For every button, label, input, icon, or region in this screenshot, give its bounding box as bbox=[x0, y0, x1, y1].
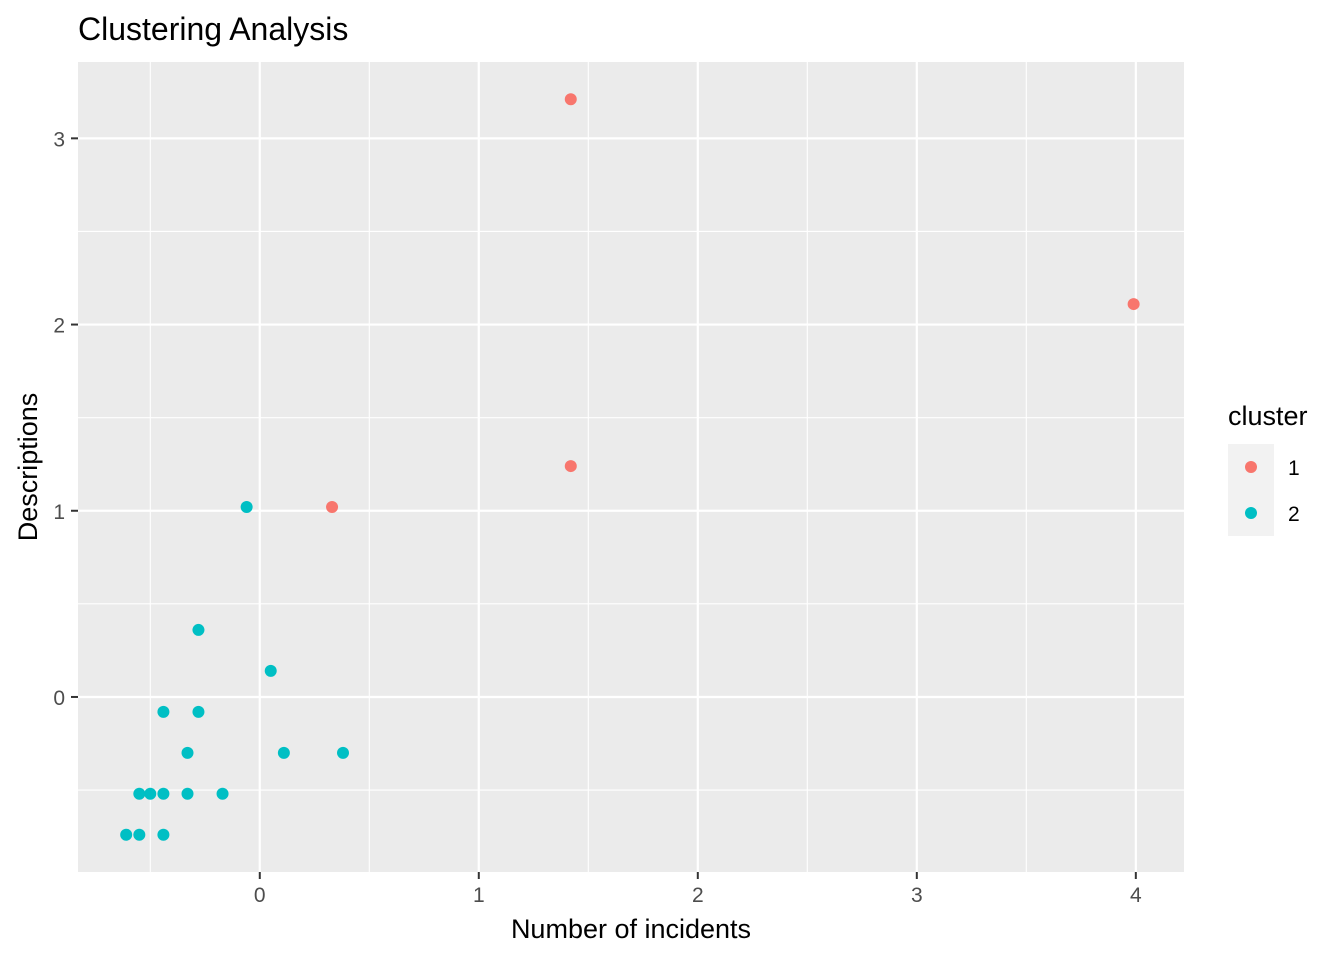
y-tick-label: 0 bbox=[53, 687, 65, 710]
x-tick-label: 4 bbox=[1130, 884, 1142, 907]
x-tick-label: 1 bbox=[473, 884, 485, 907]
data-point-cluster-1 bbox=[326, 501, 339, 514]
x-tick-label: 3 bbox=[911, 884, 923, 907]
data-point-cluster-2 bbox=[181, 787, 194, 800]
y-tick-label: 2 bbox=[53, 315, 65, 338]
legend-key-background bbox=[1228, 444, 1274, 536]
data-point-cluster-2 bbox=[216, 787, 229, 800]
y-tick-label: 1 bbox=[53, 501, 65, 524]
x-axis: 0 1 2 3 4 bbox=[254, 872, 1142, 907]
y-axis-label: Descriptions bbox=[13, 393, 43, 542]
data-point-cluster-2 bbox=[181, 746, 194, 759]
legend: cluster 12 bbox=[1228, 401, 1308, 536]
legend-label-1: 1 bbox=[1288, 457, 1300, 480]
legend-key-1 bbox=[1245, 461, 1257, 473]
legend-label-2: 2 bbox=[1288, 503, 1300, 526]
data-point-cluster-2 bbox=[120, 828, 133, 841]
data-point-cluster-2 bbox=[192, 705, 205, 718]
data-point-cluster-1 bbox=[564, 460, 577, 473]
y-axis: 0 1 2 3 bbox=[53, 128, 78, 710]
x-axis-label: Number of incidents bbox=[511, 914, 751, 944]
grid-minor bbox=[78, 62, 1184, 872]
data-point-cluster-2 bbox=[133, 787, 146, 800]
data-points bbox=[120, 93, 1140, 841]
data-point-cluster-2 bbox=[133, 828, 146, 841]
data-point-cluster-2 bbox=[144, 787, 157, 800]
data-point-cluster-2 bbox=[192, 623, 205, 636]
data-point-cluster-2 bbox=[240, 501, 253, 514]
x-tick-label: 0 bbox=[254, 884, 266, 907]
data-point-cluster-1 bbox=[564, 93, 577, 106]
legend-entries: 12 bbox=[1245, 457, 1300, 526]
x-tick-label: 2 bbox=[692, 884, 704, 907]
data-point-cluster-2 bbox=[264, 664, 277, 677]
plot-panel bbox=[78, 62, 1184, 872]
data-point-cluster-1 bbox=[1127, 298, 1140, 311]
legend-key-2 bbox=[1245, 507, 1257, 519]
legend-title: cluster bbox=[1228, 401, 1308, 431]
y-tick-label: 3 bbox=[53, 128, 65, 151]
data-point-cluster-2 bbox=[157, 705, 170, 718]
grid-major bbox=[78, 62, 1184, 872]
data-point-cluster-2 bbox=[277, 746, 290, 759]
data-point-cluster-2 bbox=[157, 787, 170, 800]
data-point-cluster-2 bbox=[157, 828, 170, 841]
chart-title: Clustering Analysis bbox=[78, 11, 348, 47]
data-point-cluster-2 bbox=[337, 746, 350, 759]
